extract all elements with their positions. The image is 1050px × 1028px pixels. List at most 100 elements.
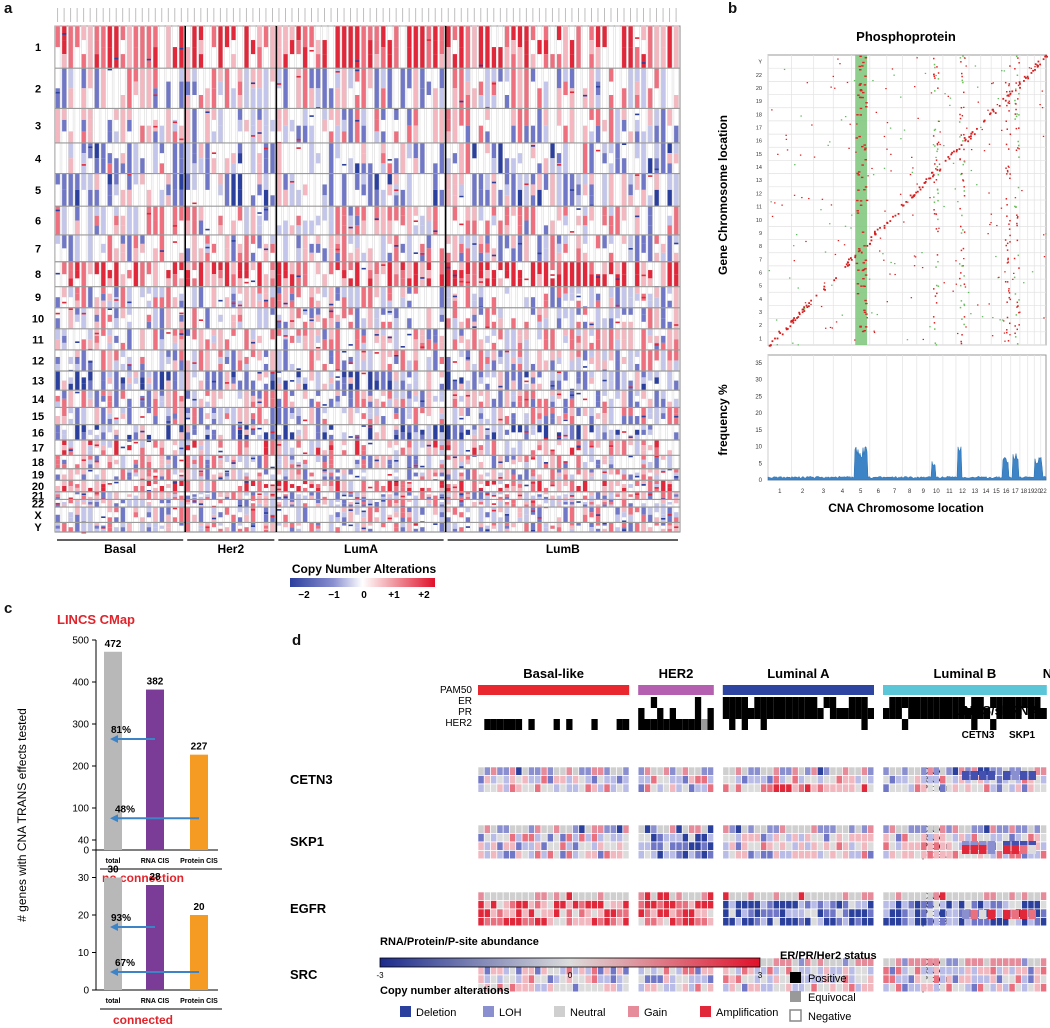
heatmap-cell bbox=[524, 431, 529, 433]
heatmap-cell bbox=[485, 189, 490, 207]
heatmap-cell bbox=[341, 407, 347, 414]
heatmap-cell bbox=[537, 424, 542, 433]
heatmap-cell bbox=[335, 321, 341, 329]
heatmap-cell bbox=[133, 81, 139, 95]
heatmap-cell bbox=[452, 234, 458, 262]
heatmap-cell bbox=[81, 480, 87, 492]
gene-heatmap-cell bbox=[823, 775, 830, 784]
heatmap-cell bbox=[387, 159, 393, 161]
trans-dot bbox=[933, 63, 936, 66]
chr5-trans-dot bbox=[864, 159, 867, 161]
gene-heatmap-cell bbox=[566, 775, 572, 784]
heatmap-cell bbox=[537, 522, 542, 532]
heatmap-cell bbox=[107, 68, 113, 71]
chromosome-label: 7 bbox=[35, 243, 41, 255]
heatmap-cell bbox=[348, 524, 354, 527]
heatmap-cell bbox=[231, 173, 236, 207]
heatmap-cell bbox=[576, 295, 581, 298]
heatmap-cell bbox=[608, 398, 614, 408]
heatmap-cell bbox=[237, 300, 243, 308]
heatmap-cell bbox=[107, 26, 113, 48]
heatmap-cell bbox=[537, 440, 542, 446]
heatmap-cell bbox=[348, 436, 354, 438]
heatmap-cell bbox=[498, 491, 503, 495]
heatmap-cell bbox=[231, 371, 236, 378]
heatmap-cell bbox=[543, 40, 549, 55]
chr5-trans-dot bbox=[856, 199, 859, 202]
heatmap-cell bbox=[172, 380, 178, 391]
heatmap-cell bbox=[673, 360, 679, 371]
heatmap-cell bbox=[192, 261, 197, 271]
heatmap-cell bbox=[569, 398, 575, 408]
gene-heatmap-cell bbox=[509, 767, 516, 775]
heatmap-cell bbox=[511, 248, 516, 262]
heatmap-cell bbox=[426, 468, 432, 481]
heatmap-cell bbox=[55, 371, 61, 391]
heatmap-cell bbox=[439, 189, 445, 207]
heatmap-cell bbox=[589, 274, 594, 287]
heatmap-cell bbox=[153, 390, 158, 399]
heatmap-cell bbox=[472, 261, 477, 275]
heatmap-cell bbox=[198, 206, 204, 221]
heatmap-cell bbox=[107, 293, 113, 301]
heatmap-cell bbox=[107, 119, 113, 132]
heatmap-cell bbox=[237, 491, 243, 500]
heatmap-cell bbox=[237, 427, 243, 429]
heatmap-cell bbox=[211, 413, 217, 419]
trans-dot bbox=[884, 210, 886, 212]
heatmap-cell bbox=[517, 440, 523, 456]
heatmap-cell bbox=[159, 499, 165, 504]
heatmap-cell bbox=[367, 173, 373, 207]
heatmap-cell bbox=[367, 407, 373, 414]
heatmap-cell bbox=[250, 508, 256, 511]
heatmap-cell bbox=[302, 309, 308, 312]
heatmap-cell bbox=[302, 495, 308, 500]
heatmap-cell bbox=[205, 108, 210, 143]
trans-dot bbox=[967, 291, 970, 294]
heatmap-cell bbox=[524, 349, 529, 371]
heatmap-cell bbox=[315, 215, 321, 226]
trans-dot bbox=[1006, 204, 1008, 206]
heatmap-cell bbox=[348, 321, 354, 329]
heatmap-cell bbox=[198, 525, 204, 529]
heatmap-cell bbox=[302, 274, 308, 287]
chr5-trans-dot bbox=[859, 200, 863, 202]
heatmap-cell bbox=[647, 413, 653, 419]
heatmap-cell bbox=[283, 26, 288, 41]
heatmap-cell bbox=[218, 81, 223, 95]
heatmap-cell bbox=[192, 173, 197, 190]
trans-dot bbox=[959, 113, 961, 116]
receptor-status-cell bbox=[701, 719, 708, 730]
heatmap-cell bbox=[192, 163, 197, 174]
trans-dot bbox=[1043, 317, 1045, 319]
heatmap-cell bbox=[361, 480, 367, 492]
heatmap-cell bbox=[61, 173, 67, 190]
heatmap-cell bbox=[361, 206, 367, 221]
heatmap-cell bbox=[146, 472, 152, 477]
heatmap-cell bbox=[296, 248, 301, 262]
trans-dot bbox=[792, 342, 794, 344]
heatmap-cell bbox=[198, 407, 204, 425]
heatmap-cell bbox=[296, 234, 301, 249]
heatmap-cell bbox=[472, 220, 477, 235]
receptor-status-cell bbox=[1009, 697, 1016, 708]
heatmap-cell bbox=[413, 125, 419, 143]
heatmap-cell bbox=[621, 274, 627, 287]
heatmap-cell bbox=[94, 440, 100, 448]
heatmap-cell bbox=[153, 468, 158, 473]
heatmap-cell bbox=[354, 173, 360, 190]
heatmap-cell bbox=[504, 522, 510, 526]
heatmap-cell bbox=[641, 62, 647, 64]
receptor-status-cell bbox=[861, 719, 868, 730]
heatmap-cell bbox=[309, 398, 314, 408]
heatmap-cell bbox=[205, 307, 210, 329]
heatmap-cell bbox=[296, 377, 301, 384]
heatmap-cell bbox=[218, 477, 223, 480]
gene-heatmap-cell bbox=[610, 784, 617, 792]
trans-dot bbox=[962, 55, 964, 57]
heatmap-cell bbox=[439, 286, 445, 308]
heatmap-cell bbox=[367, 40, 373, 55]
heatmap-cell bbox=[452, 295, 458, 298]
trans-dot bbox=[883, 135, 886, 138]
cis-dot bbox=[900, 203, 903, 206]
